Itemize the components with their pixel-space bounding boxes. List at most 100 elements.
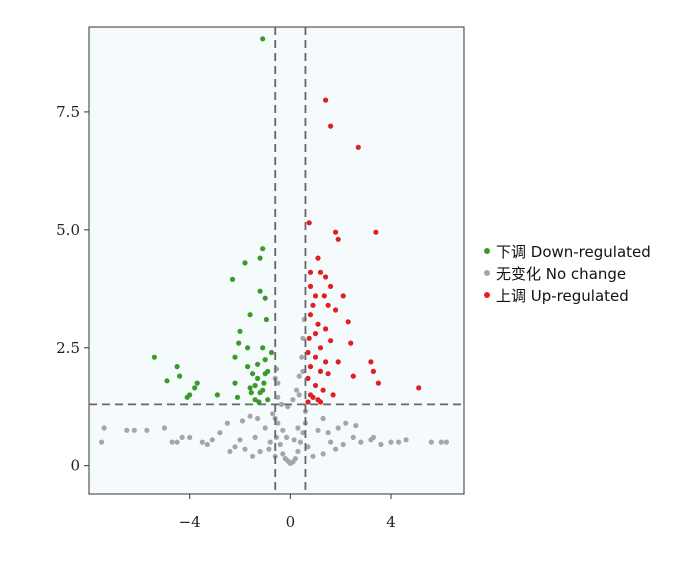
point-nochange	[144, 427, 150, 433]
legend-dot-down	[484, 248, 490, 254]
point-down	[237, 328, 243, 334]
point-nochange	[291, 437, 297, 443]
point-nochange	[295, 425, 301, 431]
point-nochange	[224, 420, 230, 426]
point-up	[305, 375, 311, 381]
point-up	[323, 274, 329, 280]
x-tick-label: 0	[286, 513, 296, 531]
point-down	[250, 371, 256, 377]
point-up	[305, 399, 311, 405]
point-nochange	[320, 415, 326, 422]
point-nochange	[310, 453, 316, 459]
point-up	[307, 283, 314, 289]
point-down	[229, 276, 236, 282]
point-up	[330, 392, 336, 398]
legend-label-down: 下调 Down-regulated	[496, 242, 651, 261]
point-up	[328, 338, 334, 344]
point-nochange	[267, 439, 273, 445]
point-nochange	[199, 439, 205, 445]
point-down	[260, 246, 266, 252]
point-up	[312, 382, 319, 389]
point-up	[345, 319, 351, 325]
point-down	[177, 373, 183, 379]
point-nochange	[296, 392, 302, 398]
point-nochange	[325, 430, 331, 436]
point-nochange	[247, 413, 253, 419]
point-nochange	[370, 434, 376, 440]
point-down	[184, 394, 190, 400]
point-up	[312, 293, 319, 299]
point-down	[262, 357, 268, 363]
point-down	[263, 316, 269, 323]
point-nochange	[305, 444, 311, 450]
point-up	[416, 385, 422, 391]
point-up	[320, 387, 326, 393]
point-nochange	[396, 439, 402, 445]
plot-panel	[88, 26, 465, 495]
point-down	[252, 397, 258, 403]
point-up	[307, 269, 314, 275]
point-nochange	[353, 423, 359, 429]
point-nochange	[204, 441, 210, 448]
point-up	[325, 302, 331, 308]
point-nochange	[278, 401, 285, 407]
legend-item-nochange: 无变化 No change	[484, 262, 651, 284]
point-nochange	[242, 446, 248, 452]
point-up	[317, 345, 324, 351]
point-up	[325, 371, 331, 377]
point-down	[236, 340, 242, 346]
point-nochange	[280, 427, 286, 433]
point-up	[307, 364, 314, 370]
point-up	[373, 229, 379, 235]
point-nochange	[179, 434, 185, 440]
point-nochange	[187, 434, 193, 440]
point-nochange	[294, 387, 300, 393]
point-down	[247, 312, 253, 318]
point-nochange	[388, 439, 394, 445]
point-nochange	[232, 444, 238, 450]
point-up	[368, 359, 374, 365]
point-nochange	[328, 439, 334, 445]
point-nochange	[275, 380, 281, 386]
point-nochange	[239, 418, 246, 424]
point-down	[261, 380, 267, 386]
legend: 下调 Down-regulated 无变化 No change 上调 Up-re…	[484, 240, 651, 306]
point-nochange	[300, 430, 306, 436]
point-nochange	[257, 448, 263, 455]
legend-label-up: 上调 Up-regulated	[496, 286, 629, 305]
point-up	[375, 380, 381, 386]
point-down	[252, 382, 258, 389]
point-up	[323, 97, 329, 103]
point-up	[328, 123, 334, 129]
point-nochange	[299, 354, 305, 360]
point-nochange	[266, 446, 272, 452]
point-nochange	[237, 437, 243, 443]
y-tick-label: 2.5	[56, 339, 80, 357]
legend-dot-nochange	[484, 270, 490, 276]
point-nochange	[292, 456, 298, 462]
point-nochange	[252, 434, 258, 440]
point-down	[174, 364, 180, 370]
legend-label-nochange: 无变化 No change	[496, 264, 627, 283]
point-up	[335, 359, 341, 365]
point-down	[248, 390, 254, 396]
point-up	[307, 312, 314, 318]
point-nochange	[378, 441, 384, 448]
point-nochange	[124, 427, 130, 433]
point-nochange	[217, 430, 223, 436]
point-down	[260, 387, 266, 393]
point-down	[268, 349, 275, 356]
point-up	[315, 321, 321, 327]
legend-dot-up	[484, 292, 490, 298]
point-down	[265, 397, 271, 403]
point-down	[214, 392, 220, 398]
point-up	[323, 326, 329, 332]
point-nochange	[101, 425, 107, 431]
point-nochange	[169, 439, 175, 445]
point-up	[317, 399, 324, 405]
point-nochange	[285, 404, 291, 410]
point-nochange	[296, 373, 302, 379]
point-up	[323, 359, 329, 365]
point-nochange	[275, 420, 281, 426]
